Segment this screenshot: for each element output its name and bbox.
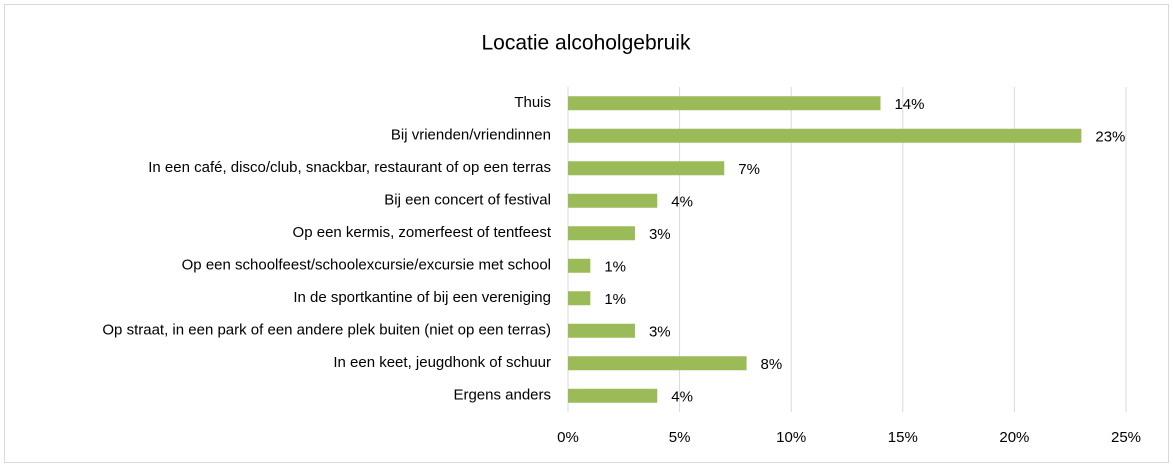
- value-label: 3%: [649, 226, 671, 243]
- bar: [568, 323, 635, 338]
- chart-title: Locatie alcoholgebruik: [482, 32, 691, 55]
- bar: [568, 193, 658, 208]
- value-label: 4%: [671, 194, 693, 211]
- y-tick-label: Bij een concert of festival: [384, 192, 551, 209]
- bar: [568, 96, 881, 111]
- bar: [568, 226, 635, 241]
- bar: [568, 356, 747, 371]
- x-tick-label: 10%: [776, 429, 806, 446]
- value-label: 7%: [738, 161, 760, 178]
- x-tick-label: 15%: [888, 429, 918, 446]
- y-tick-label: In de sportkantine of bij een vereniging: [293, 289, 551, 306]
- y-tick-label: Op straat, in een park of een andere ple…: [102, 322, 551, 339]
- bar: [568, 258, 591, 273]
- value-label: 1%: [604, 291, 626, 308]
- bar: [568, 291, 591, 306]
- value-label: 1%: [604, 259, 626, 276]
- y-tick-label: Ergens anders: [453, 387, 551, 404]
- y-tick-label: In een café, disco/club, snackbar, resta…: [148, 159, 551, 176]
- value-label: 8%: [761, 356, 783, 373]
- bar: [568, 161, 725, 176]
- y-tick-label: Op een schoolfeest/schoolexcursie/excurs…: [182, 257, 551, 274]
- x-tick-label: 25%: [1111, 429, 1141, 446]
- y-tick-label: Bij vrienden/vriendinnen: [391, 127, 551, 144]
- y-tick-label: Thuis: [514, 94, 551, 111]
- y-tick-label: Op een kermis, zomerfeest of tentfeest: [293, 224, 552, 241]
- value-label: 4%: [671, 389, 693, 406]
- value-label: 23%: [1095, 129, 1125, 146]
- y-tick-label: In een keet, jeugdhonk of schuur: [333, 354, 551, 371]
- value-label: 3%: [649, 324, 671, 341]
- value-label: 14%: [894, 96, 924, 113]
- x-tick-label: 20%: [999, 429, 1029, 446]
- x-tick-label: 5%: [669, 429, 691, 446]
- x-tick-label: 0%: [557, 429, 579, 446]
- bar: [568, 388, 658, 403]
- bar: [568, 128, 1082, 143]
